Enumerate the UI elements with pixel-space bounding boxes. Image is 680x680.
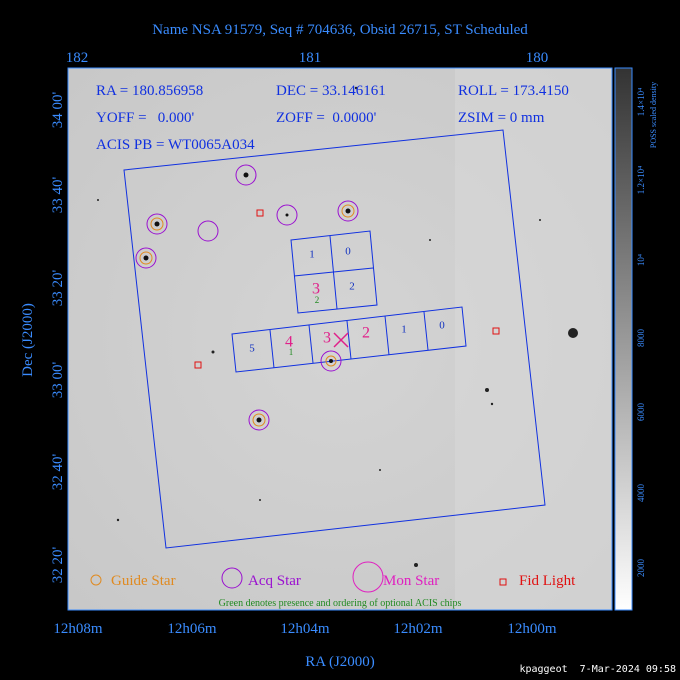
plot-frame <box>67 67 613 611</box>
info-acis-pb: ACIS PB = WT0065A034 <box>96 137 255 153</box>
colorbar-tick: 2000 <box>636 559 646 578</box>
colorbar-tick: 4000 <box>636 484 646 503</box>
chip-label: 0 <box>439 320 445 332</box>
chip-grid-top <box>290 230 378 314</box>
left-tick: 33 20' <box>50 269 66 306</box>
fid-lights <box>194 209 500 369</box>
colorbar <box>614 67 633 611</box>
left-tick: 33 00' <box>50 361 66 398</box>
aimpoint <box>333 332 349 348</box>
chip-label: 3 <box>312 281 320 298</box>
top-tick: 181 <box>299 50 322 66</box>
info-zsim: ZSIM = 0 mm <box>458 110 545 126</box>
left-tick: 32 20' <box>50 546 66 583</box>
sky-strip <box>455 68 612 610</box>
bottom-tick: 12h08m <box>53 621 103 637</box>
info-roll: ROLL = 173.4150 <box>458 83 569 99</box>
legend-mon: Mon Star <box>383 573 439 589</box>
info-yoff: YOFF = 0.000' <box>96 110 195 126</box>
left-tick: 33 40' <box>50 176 66 213</box>
legend-fid: Fid Light <box>519 573 576 589</box>
bottom-tick: 12h02m <box>393 621 443 637</box>
optional-chip-label: 2 <box>315 295 320 305</box>
legend-acq-icon <box>221 567 243 589</box>
footer: kpaggeot 7-Mar-2024 09:58 <box>519 664 676 675</box>
acq-stars <box>135 164 359 431</box>
chip-label: 2 <box>362 325 370 342</box>
info-zoff: ZOFF = 0.0000' <box>276 110 377 126</box>
left-tick: 34 00' <box>50 91 66 128</box>
field-outline <box>123 129 546 549</box>
chip-label: 5 <box>249 343 255 355</box>
chip-label: 1 <box>401 324 407 336</box>
colorbar-tick: 1.4×10⁴ <box>636 88 646 116</box>
legend-guide-icon <box>90 574 102 586</box>
legend-note: Green denotes presence and ordering of o… <box>219 598 462 609</box>
background-stars <box>97 86 578 567</box>
bottom-tick: 12h06m <box>167 621 217 637</box>
chip-label: 1 <box>309 249 315 261</box>
left-tick: 32 40' <box>50 453 66 490</box>
bottom-tick: 12h04m <box>280 621 330 637</box>
legend-fid-icon <box>499 578 507 586</box>
chip-label: 4 <box>285 334 293 351</box>
chip-label: 2 <box>349 281 355 293</box>
legend-acq: Acq Star <box>248 573 301 589</box>
colorbar-tick: 8000 <box>636 329 646 348</box>
title: Name NSA 91579, Seq # 704636, Obsid 2671… <box>152 22 528 38</box>
bottom-tick: 12h00m <box>507 621 557 637</box>
top-tick: 180 <box>526 50 549 66</box>
y-axis-label: Dec (J2000) <box>20 303 36 377</box>
colorbar-label: POSS scaled density <box>649 82 658 148</box>
chip-grid-bottom <box>231 306 467 373</box>
colorbar-tick: 1.2×10⁴ <box>636 166 646 194</box>
legend-mon-icon <box>352 561 384 593</box>
chip-label: 3 <box>323 330 331 347</box>
colorbar-tick: 6000 <box>636 403 646 422</box>
colorbar-tick: 10⁴ <box>636 254 646 266</box>
chip-label: 0 <box>345 246 351 258</box>
info-dec: DEC = 33.146161 <box>276 83 386 99</box>
x-axis-label: RA (J2000) <box>305 654 375 670</box>
legend-guide: Guide Star <box>111 573 176 589</box>
info-ra: RA = 180.856958 <box>96 83 203 99</box>
top-tick: 182 <box>66 50 89 66</box>
optional-chip-label: 1 <box>289 347 294 357</box>
